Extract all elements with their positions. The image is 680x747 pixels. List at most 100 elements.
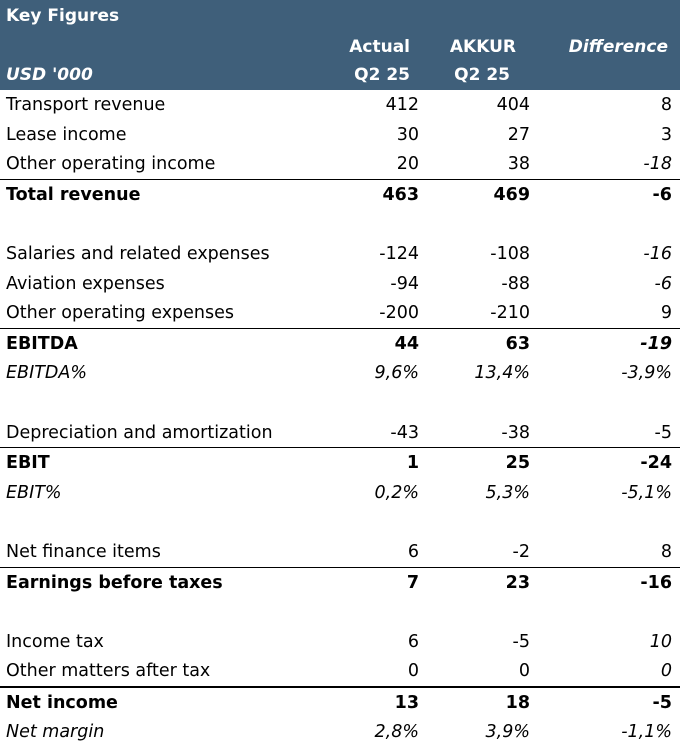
row-label: Lease income — [6, 124, 127, 145]
table-row: Transport revenue 412 404 8 — [0, 90, 680, 120]
spacer-row — [0, 388, 680, 418]
difference-value: -16 — [640, 572, 672, 593]
akkur-value: 18 — [505, 692, 530, 713]
spacer-row — [0, 209, 680, 239]
difference-value: -5 — [654, 422, 672, 443]
table-row-total: Earnings before taxes 7 23 -16 — [0, 566, 680, 598]
difference-value: 8 — [660, 541, 672, 562]
row-label: Earnings before taxes — [6, 572, 223, 593]
akkur-value: -210 — [490, 303, 530, 324]
difference-value: -16 — [643, 243, 672, 264]
table-row: Other operating income 20 38 -18 — [0, 149, 680, 179]
col-difference-label: Difference — [568, 37, 668, 57]
difference-value: 8 — [660, 95, 672, 115]
table-row-total: Net income 13 18 -5 — [0, 685, 680, 718]
akkur-value: -88 — [501, 273, 530, 294]
akkur-value: 5,3% — [485, 482, 530, 503]
table-row: Salaries and related expenses -124 -108 … — [0, 239, 680, 269]
row-label: Aviation expenses — [6, 273, 165, 294]
difference-value: -1,1% — [621, 722, 672, 743]
akkur-value: -38 — [501, 422, 530, 443]
row-label: Net margin — [6, 722, 105, 743]
actual-value: -94 — [390, 273, 419, 294]
table-row: Income tax 6 -5 10 — [0, 627, 680, 657]
row-label: Net income — [6, 692, 118, 713]
actual-value: 7 — [406, 572, 419, 593]
actual-value: 463 — [382, 184, 419, 205]
row-label: Other matters after tax — [6, 661, 211, 682]
akkur-value: 63 — [505, 333, 530, 354]
difference-value: 9 — [660, 303, 672, 324]
akkur-value: 0 — [518, 661, 530, 682]
difference-value: -5 — [652, 692, 672, 713]
actual-value: 9,6% — [374, 363, 419, 384]
difference-value: -5,1% — [621, 482, 672, 503]
unit-label: USD '000 — [6, 65, 93, 85]
row-label: EBIT — [6, 453, 50, 474]
spacer-row — [0, 597, 680, 627]
difference-value: 0 — [660, 661, 672, 682]
akkur-value: 27 — [507, 124, 530, 145]
akkur-value: -5 — [512, 631, 530, 652]
table-title: Key Figures — [6, 6, 120, 26]
difference-value: -6 — [654, 273, 672, 294]
difference-value: -19 — [640, 333, 672, 354]
col-akkur-period: Q2 25 — [454, 65, 510, 85]
row-label: Other operating income — [6, 154, 216, 175]
row-label: EBITDA — [6, 333, 78, 354]
actual-value: -124 — [379, 243, 419, 264]
row-label: Income tax — [6, 631, 104, 652]
actual-value: -200 — [379, 303, 419, 324]
actual-value: 13 — [394, 692, 419, 713]
difference-value: -24 — [640, 453, 672, 474]
akkur-value: -108 — [490, 243, 530, 264]
actual-value: 44 — [394, 333, 419, 354]
difference-value: 10 — [649, 631, 672, 652]
akkur-value: 38 — [507, 154, 530, 175]
row-label: Transport revenue — [6, 95, 166, 115]
actual-value: 20 — [396, 154, 419, 175]
row-label: Net finance items — [6, 541, 161, 562]
actual-value: 30 — [396, 124, 419, 145]
col-actual-label: Actual — [349, 37, 410, 57]
table-row-ratio: Net margin 2,8% 3,9% -1,1% — [0, 717, 680, 747]
difference-value: -6 — [652, 184, 672, 205]
akkur-value: 25 — [505, 453, 530, 474]
table-row: Lease income 30 27 3 — [0, 120, 680, 150]
difference-value: -18 — [643, 154, 672, 175]
actual-value: 1 — [406, 453, 419, 474]
akkur-value: -2 — [512, 541, 530, 562]
table-row-total: EBIT 1 25 -24 — [0, 447, 680, 478]
akkur-value: 3,9% — [485, 722, 530, 743]
table-row: Depreciation and amortization -43 -38 -5 — [0, 418, 680, 448]
difference-value: -3,9% — [621, 363, 672, 384]
table-row-ratio: EBIT% 0,2% 5,3% -5,1% — [0, 478, 680, 508]
table-row-total: Total revenue 463 469 -6 — [0, 178, 680, 210]
table-row-ratio: EBITDA% 9,6% 13,4% -3,9% — [0, 358, 680, 388]
row-label: EBITDA% — [6, 363, 87, 384]
row-label: Other operating expenses — [6, 303, 235, 324]
actual-value: 412 — [385, 95, 419, 115]
row-label: Total revenue — [6, 184, 141, 205]
table-row: Other operating expenses -200 -210 9 — [0, 298, 680, 328]
actual-value: 6 — [407, 631, 419, 652]
row-label: Depreciation and amortization — [6, 422, 273, 443]
actual-value: 6 — [407, 541, 419, 562]
actual-value: -43 — [390, 422, 419, 443]
col-akkur-label: AKKUR — [449, 37, 516, 57]
table-row: Aviation expenses -94 -88 -6 — [0, 269, 680, 299]
akkur-value: 469 — [493, 184, 530, 205]
difference-value: 3 — [660, 124, 672, 145]
akkur-value: 13,4% — [474, 363, 530, 384]
table-row: Net finance items 6 -2 8 — [0, 537, 680, 567]
row-label: Salaries and related expenses — [6, 243, 270, 264]
akkur-value: 23 — [505, 572, 530, 593]
actual-value: 0,2% — [374, 482, 419, 503]
row-label: EBIT% — [6, 482, 62, 503]
spacer-row — [0, 507, 680, 537]
key-figures-table: Transport revenue 412 404 8 Lease income… — [0, 90, 680, 747]
table-row: Other matters after tax 0 0 0 — [0, 656, 680, 686]
akkur-value: 404 — [496, 95, 530, 115]
table-header: Key Figures Actual Q2 25 AKKUR Q2 25 Dif… — [0, 0, 680, 90]
actual-value: 0 — [407, 661, 419, 682]
